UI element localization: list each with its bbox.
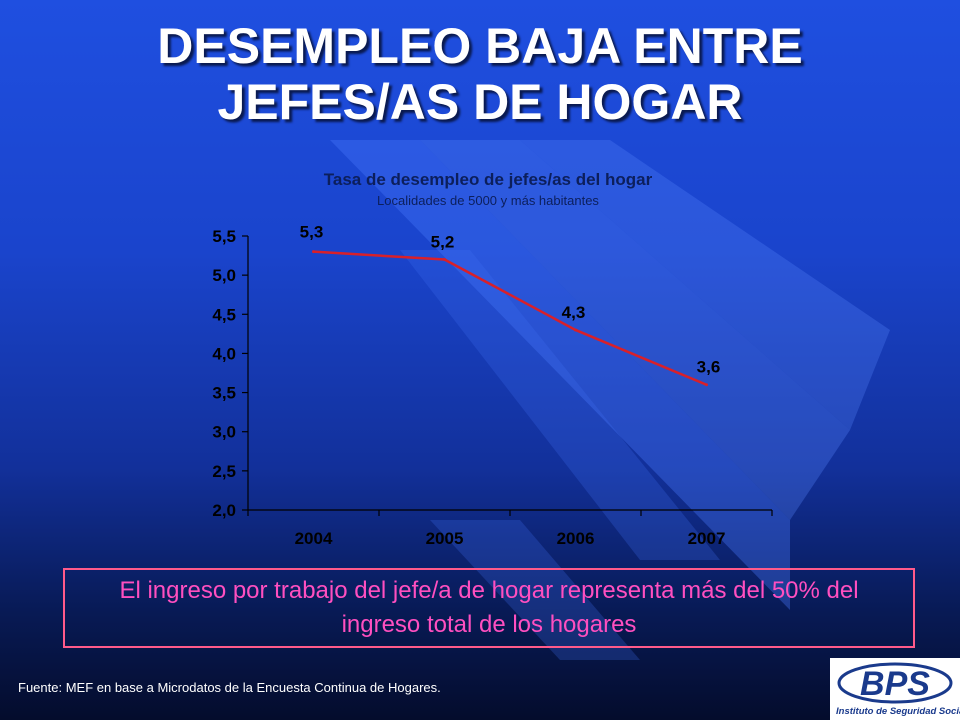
data-point <box>574 328 577 332</box>
slide-title-line-2: JEFES/AS DE HOGAR <box>217 74 743 130</box>
data-point <box>443 257 446 261</box>
y-tick-label: 3,5 <box>212 384 236 403</box>
chart-subtitle: Localidades de 5000 y más habitantes <box>377 193 599 208</box>
note-box: El ingreso por trabajo del jefe/a de hog… <box>63 568 915 648</box>
x-tick-label: 2005 <box>426 529 464 548</box>
note-text: El ingreso por trabajo del jefe/a de hog… <box>119 577 859 638</box>
bps-logo-mark: BPS <box>837 662 953 704</box>
data-point <box>705 383 708 387</box>
slide-title-line-1: DESEMPLEO BAJA ENTRE <box>157 18 803 74</box>
background-stripe <box>430 520 640 660</box>
x-tick-label: 2007 <box>688 529 726 548</box>
y-tick-label: 3,0 <box>212 423 236 442</box>
data-label: 5,3 <box>300 223 324 242</box>
x-tick-label: 2006 <box>557 529 595 548</box>
data-label: 3,6 <box>697 358 721 377</box>
y-tick-label: 2,0 <box>212 501 236 520</box>
data-label: 5,2 <box>431 232 455 251</box>
x-tick-label: 2004 <box>295 529 333 548</box>
series-line <box>313 250 707 386</box>
y-tick-label: 2,5 <box>212 462 236 481</box>
y-tick-label: 4,0 <box>212 344 236 363</box>
chart-title: Tasa de desempleo de jefes/as del hogar <box>323 170 653 189</box>
slide-title: DESEMPLEO BAJA ENTRE JEFES/AS DE HOGAR <box>0 18 960 130</box>
background-stripe <box>400 250 720 560</box>
bps-logo-name: Instituto de Seguridad Social <box>836 706 960 717</box>
y-tick-label: 5,5 <box>212 227 236 246</box>
background-stripe <box>330 140 790 610</box>
bps-logo: BPS Instituto de Seguridad Social <box>830 658 960 720</box>
y-tick-label: 5,0 <box>212 266 236 285</box>
y-tick-label: 4,5 <box>212 305 236 324</box>
background-stripe <box>520 140 890 430</box>
data-label: 4,3 <box>562 303 586 322</box>
background-stripe <box>420 140 850 520</box>
bps-logo-letters: BPS <box>860 665 930 703</box>
data-point <box>312 250 315 254</box>
source-note: Fuente: MEF en base a Microdatos de la E… <box>18 680 441 695</box>
